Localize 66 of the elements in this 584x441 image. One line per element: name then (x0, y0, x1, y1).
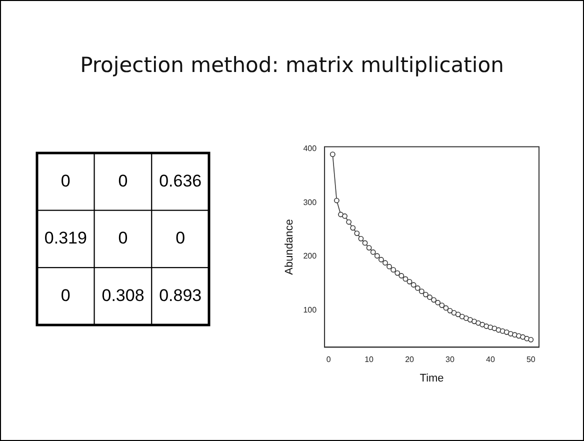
y-tick-label: 300 (303, 198, 318, 207)
point (427, 294, 432, 300)
point (459, 314, 465, 320)
point (468, 317, 473, 322)
data-label: 0 (60, 286, 70, 306)
point (508, 331, 514, 336)
point (431, 297, 436, 303)
data-label: 0.893 (159, 286, 202, 306)
data-label: 0 (118, 171, 128, 190)
point (528, 336, 534, 342)
point (463, 315, 469, 321)
x-tick-label: 40 (486, 355, 496, 364)
point (418, 288, 424, 294)
point (512, 332, 518, 338)
point (402, 276, 408, 282)
point (350, 225, 356, 231)
point (472, 318, 477, 324)
point (378, 256, 384, 262)
point (516, 333, 522, 339)
point (334, 198, 340, 204)
y-tick-label: 400 (303, 144, 318, 154)
point (358, 236, 364, 242)
point (447, 308, 453, 314)
data-label: 0 (60, 171, 70, 190)
point (386, 264, 392, 270)
data-label: 0.319 (44, 228, 87, 248)
point (362, 240, 368, 246)
point (439, 302, 445, 308)
point (330, 152, 336, 158)
point (423, 292, 428, 298)
point (484, 324, 490, 329)
point (443, 305, 449, 311)
point (480, 322, 486, 328)
point (451, 310, 457, 316)
text: Projection method: matrix multiplication (79, 53, 505, 77)
point (398, 273, 404, 278)
point (410, 282, 416, 288)
x-tick-label: 50 (526, 355, 536, 364)
y-axis-title: Abundance (284, 219, 296, 275)
x-tick-label: 0 (326, 355, 332, 364)
x-axis-title: Time (420, 372, 444, 384)
point (492, 326, 498, 332)
point (435, 300, 441, 306)
point (354, 230, 360, 236)
point (342, 213, 348, 219)
y-tick-label: 200 (303, 252, 318, 261)
y-tick-label: 100 (303, 305, 318, 314)
data-label: 0.308 (102, 286, 144, 306)
x-tick-label: 20 (405, 355, 415, 364)
point (455, 312, 461, 318)
point (370, 249, 376, 255)
data-label: 0 (118, 228, 128, 248)
x-tick-label: 10 (364, 355, 374, 364)
point (338, 212, 344, 218)
point (382, 260, 388, 266)
point (406, 278, 412, 284)
data-label: 0 (176, 228, 186, 248)
point (374, 253, 380, 259)
point (366, 245, 372, 251)
point (346, 219, 352, 225)
data-label: 0.636 (159, 171, 202, 190)
point (504, 329, 510, 335)
point (390, 267, 396, 273)
point (394, 270, 400, 276)
x-tick-label: 30 (446, 355, 455, 364)
point (414, 285, 420, 291)
